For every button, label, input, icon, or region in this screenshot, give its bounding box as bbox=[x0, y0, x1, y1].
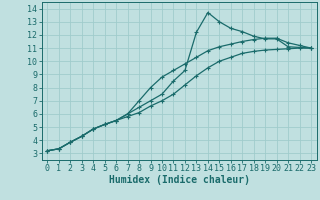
X-axis label: Humidex (Indice chaleur): Humidex (Indice chaleur) bbox=[109, 175, 250, 185]
